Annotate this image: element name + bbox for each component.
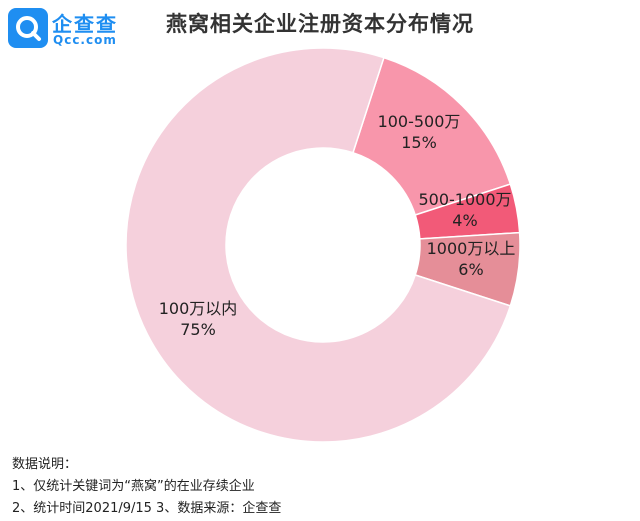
pie-slice (125, 47, 512, 443)
logo-name: 企查查 (52, 12, 118, 36)
logo-domain: Qcc.com (53, 33, 117, 47)
notes-line-1: 1、仅统计关键词为“燕窝”的在业存续企业 (12, 479, 255, 494)
notes-line-2: 2、统计时间2021/9/15 3、数据来源：企查查 (12, 501, 282, 516)
slice-label: 100-500万 (378, 112, 461, 131)
slice-label: 500-1000万 (418, 190, 511, 209)
slice-label: 1000万以上 (427, 239, 516, 258)
chart-title: 燕窝相关企业注册资本分布情况 (166, 12, 474, 36)
slice-value-label: 4% (452, 211, 477, 230)
slice-value-label: 15% (401, 133, 437, 152)
data-notes: 数据说明： 1、仅统计关键词为“燕窝”的在业存续企业 2、统计时间2021/9/… (12, 454, 281, 520)
logo: 企查查 Qcc.com (8, 8, 148, 48)
slice-value-label: 6% (458, 260, 483, 279)
slice-label: 100万以内 (159, 299, 238, 318)
slice-value-label: 75% (180, 320, 216, 339)
qcc-logo-icon (8, 8, 48, 48)
notes-heading: 数据说明： (12, 457, 78, 472)
